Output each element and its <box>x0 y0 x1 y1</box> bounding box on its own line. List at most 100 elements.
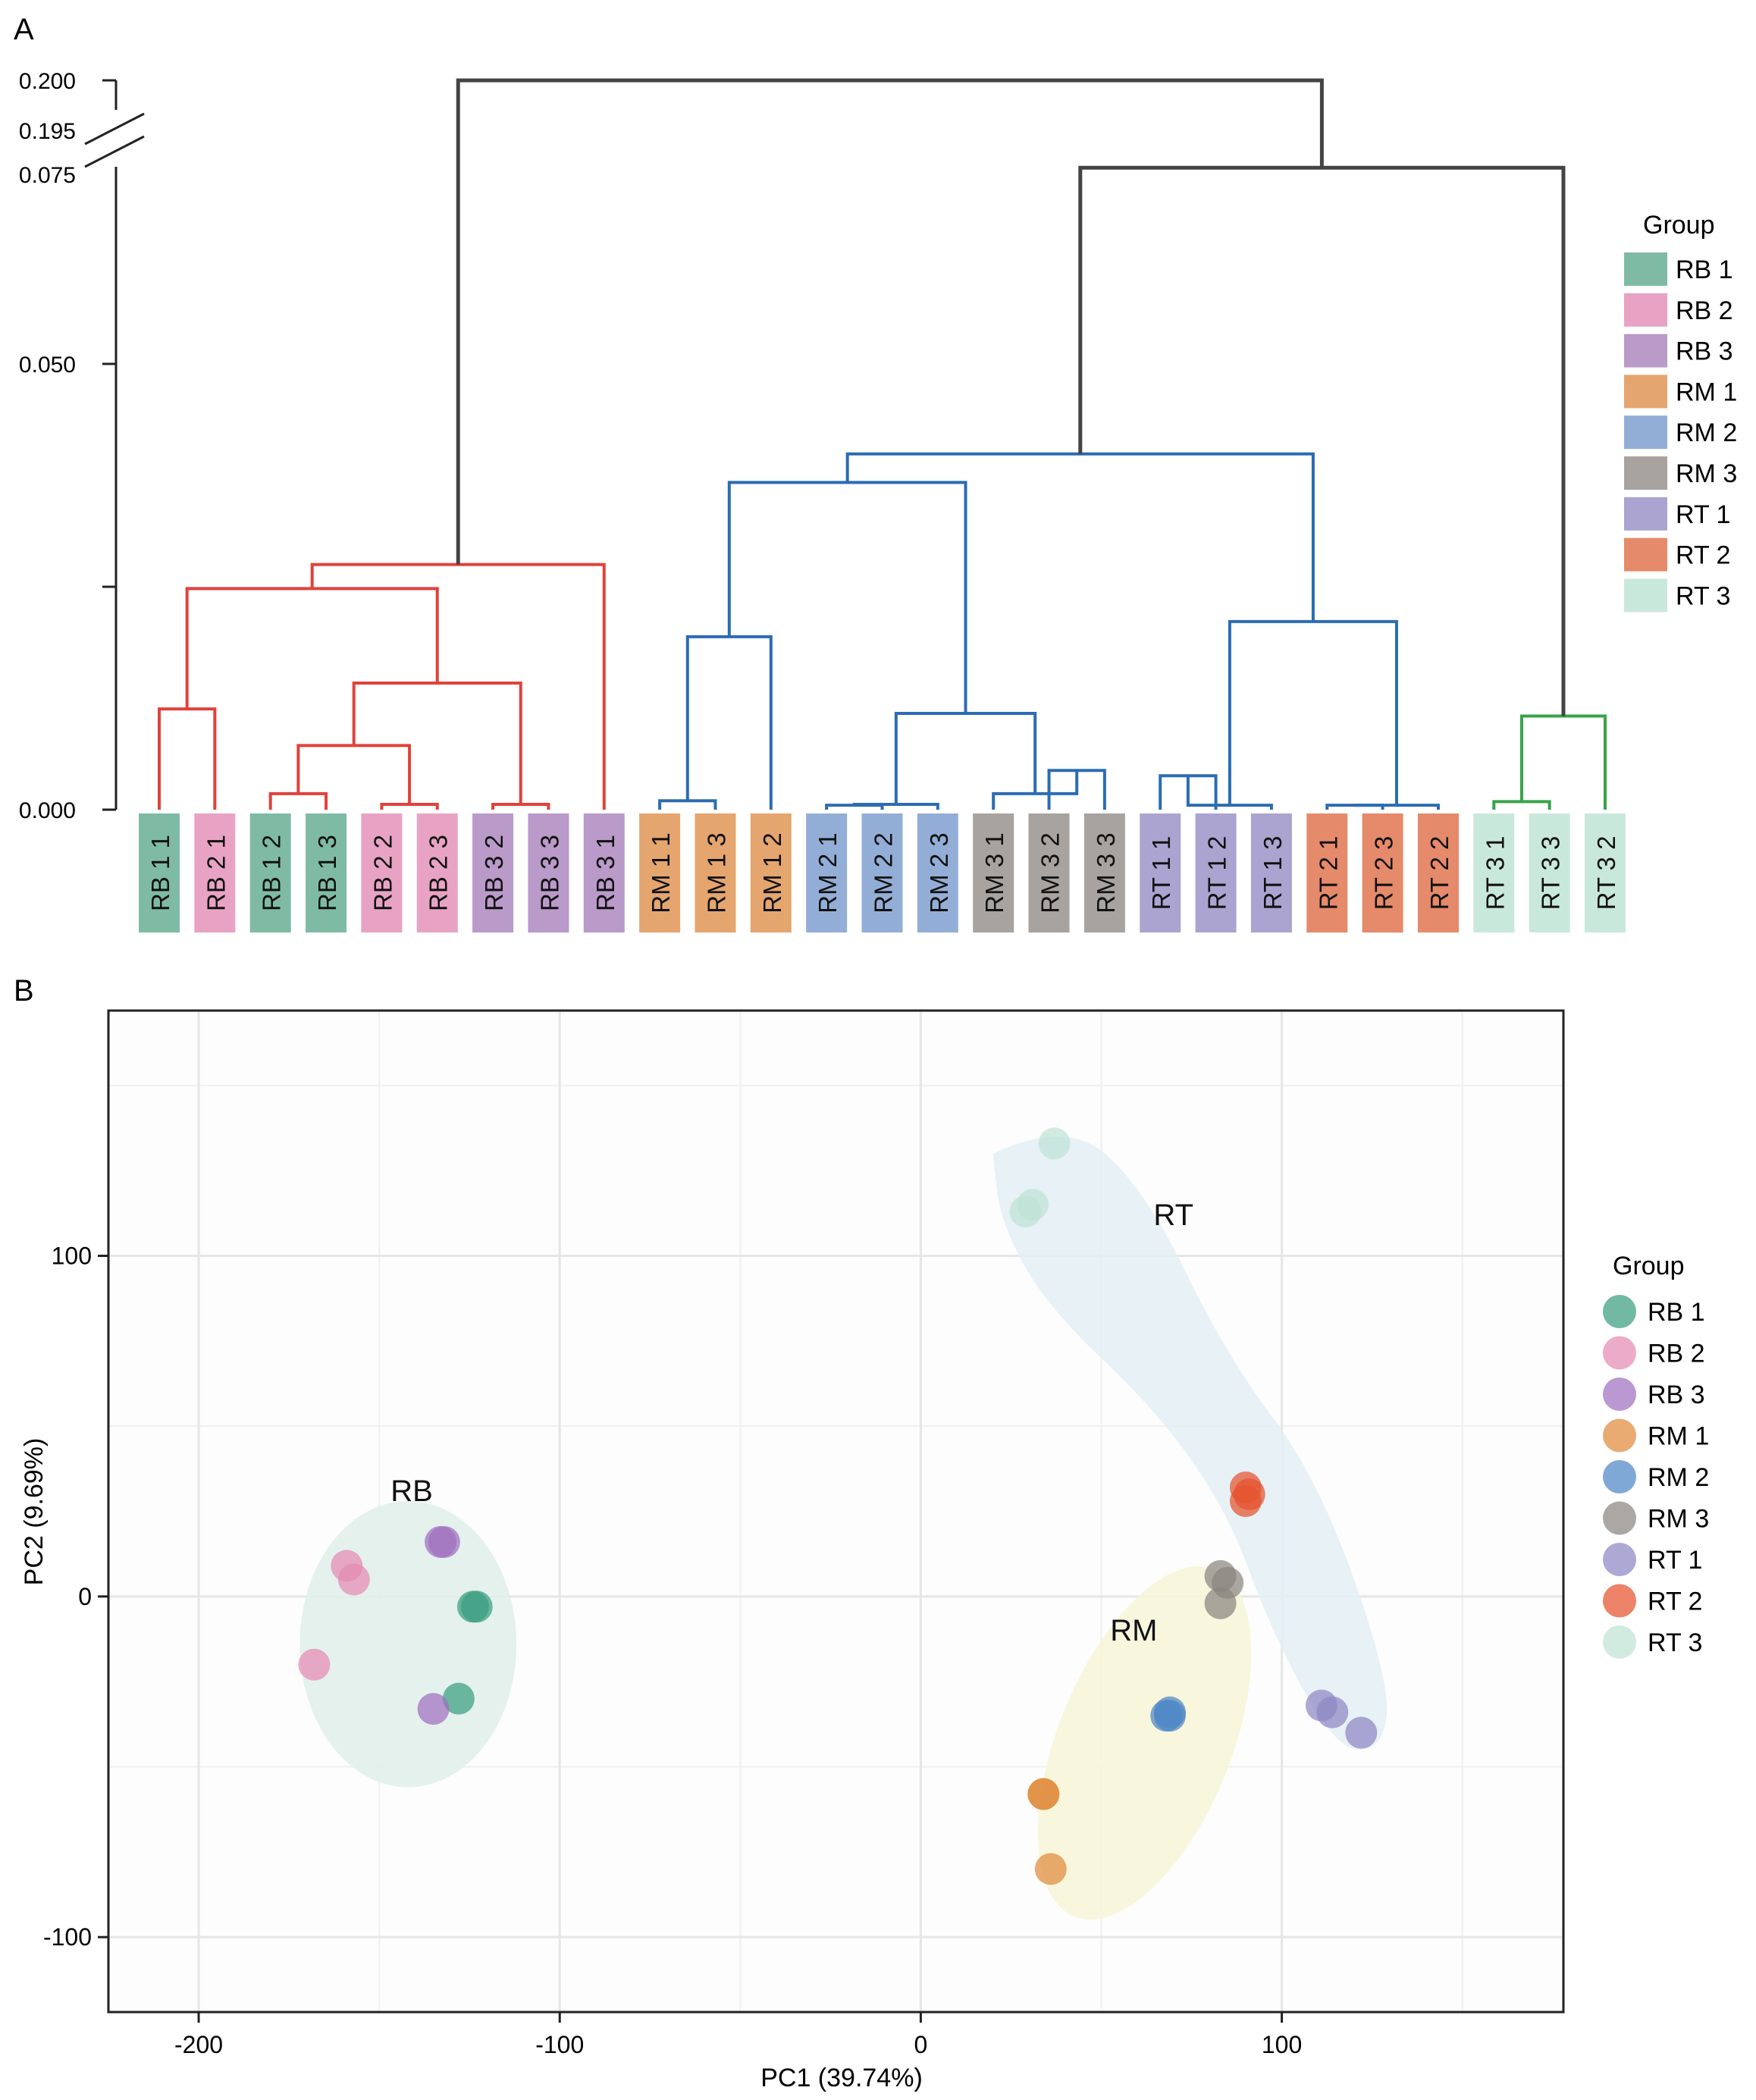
dendrogram-legend-item: RM 2 <box>1624 415 1737 450</box>
dendrogram-legend-label: RM 1 <box>1676 378 1737 406</box>
dendrogram-legend-swatch <box>1624 456 1667 490</box>
leaf-box <box>806 813 848 932</box>
dendrogram-legend-swatch <box>1624 293 1667 327</box>
dendrogram-branch <box>158 707 217 810</box>
dendrogram-legend-item: RT 2 <box>1624 538 1730 572</box>
pca-legend-label: RB 3 <box>1648 1381 1705 1409</box>
leaf-box <box>1362 813 1403 932</box>
leaf-box <box>1529 813 1570 932</box>
dendrogram-legend: Group RB 1 RB 2 RB 3 RM 1 RM 2 RM 3 RT 1 RT 2 RT… <box>1624 211 1737 613</box>
leaf-label: RT 2 3 <box>1362 813 1403 932</box>
dendrogram-branch <box>894 711 1037 804</box>
leaf-box <box>583 813 625 932</box>
leaf-box <box>917 813 958 932</box>
leaf-text: RB 1 2 <box>258 835 286 911</box>
pca-legend-label: RT 3 <box>1648 1628 1702 1657</box>
dendrogram-legend-item: RB 3 <box>1624 334 1733 368</box>
dendrogram-legend-label: RB 1 <box>1676 255 1733 284</box>
leaf-label: RB 1 1 <box>139 813 180 932</box>
data-point <box>428 1525 460 1558</box>
leaf-label: RM 1 3 <box>695 813 736 932</box>
leaf-box <box>1250 813 1292 932</box>
dendrogram-legend-item: RT 1 <box>1624 497 1730 531</box>
data-point <box>417 1693 450 1725</box>
dendrogram-branch <box>1228 619 1398 806</box>
pca-legend-marker <box>1603 1501 1636 1535</box>
cluster-region-rm <box>1037 1566 1252 1920</box>
dendrogram-branch <box>1519 714 1607 810</box>
dendrogram-branch <box>825 804 884 810</box>
leaf-box <box>861 813 903 932</box>
leaf-label: RT 2 2 <box>1417 813 1459 932</box>
dendrogram-branch <box>727 481 967 713</box>
leaf-label: RT 3 1 <box>1473 813 1515 932</box>
leaf-text: RM 1 1 <box>647 832 675 913</box>
pca-axes: -200 -100 0 100 -100 0 100 <box>43 1243 1302 2058</box>
cluster-region-rt <box>992 1136 1388 1751</box>
x-tick-label: -100 <box>535 2031 584 2058</box>
leaf-label: RM 2 1 <box>806 813 848 932</box>
leaf-box <box>361 813 403 932</box>
leaf-text: RM 2 2 <box>870 832 898 913</box>
pca-legend-marker <box>1603 1336 1636 1370</box>
pca-legend-marker <box>1603 1378 1636 1411</box>
dendrogram-branch <box>658 799 717 810</box>
leaf-label: RT 1 1 <box>1140 813 1181 932</box>
leaf-box <box>1473 813 1515 932</box>
leaf-box <box>416 813 458 932</box>
leaf-text: RT 1 3 <box>1259 836 1287 911</box>
leaf-box <box>1417 813 1459 932</box>
leaf-text: RT 3 2 <box>1592 836 1620 911</box>
leaf-label: RM 3 3 <box>1083 813 1125 932</box>
dendrogram-branch <box>852 802 939 810</box>
dendrogram-branch <box>1354 804 1440 810</box>
dendrogram-branch <box>268 791 328 810</box>
data-point <box>1150 1700 1183 1732</box>
dendrogram-branch <box>352 682 522 804</box>
dendrogram-legend-label: RB 2 <box>1676 296 1733 325</box>
leaf-box <box>1028 813 1070 932</box>
dendrogram-y-axis: 0.000 0.050 0.075 0.195 0.200 <box>19 69 145 823</box>
y-tick-label: 0.075 <box>19 163 76 188</box>
pca-legend: Group RB 1 RB 2 RB 3 RM 1 RM 2 RM 3 RT 1 RT 2 RT… <box>1603 1252 1709 1659</box>
panel-a: A 0.000 0.050 0.075 0.195 0.200 RB 1 1 RB 2 1… <box>14 13 1737 932</box>
leaf-box <box>528 813 569 932</box>
dendrogram-branch <box>1492 800 1551 810</box>
pca-legend-item: RB 2 <box>1603 1336 1705 1370</box>
panel-b-label: B <box>14 974 34 1008</box>
dendrogram-branch <box>1078 165 1566 716</box>
leaf-text: RM 1 3 <box>702 832 730 913</box>
pca-legend-item: RM 1 <box>1603 1418 1709 1453</box>
y-tick-label: 0.050 <box>19 353 76 378</box>
pca-y-axis-title: PC2 (9.69%) <box>20 1438 49 1586</box>
dendrogram-legend-swatch <box>1624 578 1667 613</box>
leaf-text: RM 3 1 <box>980 832 1008 913</box>
cluster-label-rb: RB <box>390 1475 433 1508</box>
panel-a-label: A <box>14 13 34 46</box>
pca-legend-marker <box>1603 1543 1636 1576</box>
pca-legend-item: RB 1 <box>1603 1295 1705 1328</box>
leaf-label: RB 1 3 <box>306 813 347 932</box>
pca-legend-label: RT 2 <box>1648 1588 1702 1616</box>
pca-legend-item: RM 3 <box>1603 1501 1709 1535</box>
data-point <box>1009 1196 1042 1228</box>
pca-legend-item: RT 1 <box>1603 1543 1702 1576</box>
leaf-label: RB 2 1 <box>194 813 236 932</box>
leaf-label: RM 2 2 <box>861 813 903 932</box>
leaf-text: RT 2 1 <box>1314 836 1342 911</box>
pca-plot-background <box>108 1011 1563 2012</box>
dendrogram-branch <box>185 587 439 710</box>
leaf-label: RT 2 1 <box>1306 813 1348 932</box>
cluster-label-rt: RT <box>1153 1199 1193 1232</box>
leaf-box <box>750 813 792 932</box>
x-tick-label: -200 <box>174 2031 223 2058</box>
leaf-box <box>1585 813 1626 932</box>
leaf-label: RM 2 3 <box>917 813 958 932</box>
pca-legend-label: RT 1 <box>1648 1546 1702 1575</box>
leaf-text: RM 3 2 <box>1036 832 1065 913</box>
leaf-box <box>1083 813 1125 932</box>
data-point <box>460 1591 493 1623</box>
dendrogram-branch <box>296 744 412 804</box>
leaf-label: RM 3 2 <box>1028 813 1070 932</box>
